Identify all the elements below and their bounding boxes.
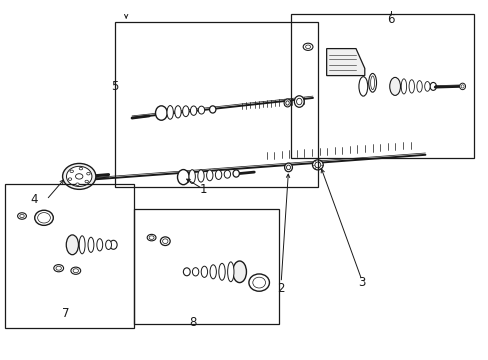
Ellipse shape: [284, 99, 290, 107]
Ellipse shape: [424, 82, 429, 91]
Ellipse shape: [218, 264, 224, 280]
Ellipse shape: [227, 262, 233, 282]
Ellipse shape: [70, 170, 73, 172]
Ellipse shape: [429, 82, 435, 90]
Text: 3: 3: [357, 276, 365, 289]
Ellipse shape: [38, 212, 50, 223]
Ellipse shape: [224, 170, 230, 178]
Ellipse shape: [73, 269, 78, 273]
Ellipse shape: [206, 170, 213, 181]
Ellipse shape: [284, 163, 292, 172]
Ellipse shape: [66, 235, 78, 255]
Ellipse shape: [416, 81, 422, 92]
Text: 4: 4: [30, 193, 38, 206]
Ellipse shape: [188, 170, 195, 183]
Ellipse shape: [62, 163, 96, 189]
Bar: [115, 22, 317, 187]
Text: 5: 5: [111, 80, 119, 93]
Ellipse shape: [155, 106, 167, 120]
Ellipse shape: [408, 80, 414, 93]
Ellipse shape: [460, 85, 463, 88]
Ellipse shape: [149, 236, 154, 239]
Ellipse shape: [79, 236, 85, 254]
Ellipse shape: [389, 77, 400, 95]
Ellipse shape: [198, 106, 204, 114]
Bar: [5, 184, 134, 328]
Ellipse shape: [162, 239, 168, 244]
Ellipse shape: [166, 105, 173, 119]
Ellipse shape: [368, 73, 376, 92]
Ellipse shape: [192, 268, 198, 276]
Ellipse shape: [66, 166, 92, 186]
Ellipse shape: [303, 43, 312, 50]
Ellipse shape: [201, 266, 207, 277]
Ellipse shape: [305, 45, 310, 49]
Ellipse shape: [400, 79, 406, 94]
Bar: [134, 209, 278, 324]
Ellipse shape: [358, 77, 367, 96]
Ellipse shape: [210, 265, 216, 279]
Ellipse shape: [286, 165, 290, 170]
Ellipse shape: [183, 268, 190, 276]
Ellipse shape: [71, 267, 81, 274]
Ellipse shape: [190, 106, 196, 115]
Polygon shape: [326, 49, 364, 76]
Ellipse shape: [85, 180, 88, 183]
Ellipse shape: [197, 170, 204, 182]
Ellipse shape: [86, 172, 90, 175]
Ellipse shape: [54, 265, 63, 272]
Ellipse shape: [285, 101, 288, 105]
Ellipse shape: [35, 210, 53, 225]
Ellipse shape: [248, 274, 269, 291]
Ellipse shape: [88, 237, 94, 252]
Ellipse shape: [232, 170, 239, 177]
Ellipse shape: [296, 98, 302, 105]
Bar: [290, 14, 473, 158]
Ellipse shape: [79, 167, 82, 170]
Ellipse shape: [232, 261, 246, 283]
Ellipse shape: [76, 183, 79, 185]
Ellipse shape: [20, 215, 24, 217]
Ellipse shape: [252, 277, 265, 288]
Ellipse shape: [370, 76, 374, 90]
Text: 7: 7: [62, 307, 70, 320]
Ellipse shape: [18, 213, 26, 219]
Ellipse shape: [312, 160, 323, 170]
Ellipse shape: [97, 239, 102, 251]
Text: 6: 6: [386, 13, 394, 26]
Ellipse shape: [177, 170, 189, 185]
Ellipse shape: [109, 240, 117, 249]
Text: 1: 1: [199, 183, 206, 195]
Text: 2: 2: [277, 282, 285, 294]
Text: 8: 8: [189, 316, 197, 329]
Ellipse shape: [147, 234, 156, 241]
Ellipse shape: [68, 178, 72, 180]
Ellipse shape: [314, 162, 320, 168]
Ellipse shape: [105, 240, 111, 249]
Ellipse shape: [160, 237, 170, 246]
Ellipse shape: [75, 174, 83, 179]
Ellipse shape: [183, 106, 188, 117]
Ellipse shape: [459, 83, 465, 90]
Ellipse shape: [56, 266, 61, 270]
Ellipse shape: [215, 170, 221, 180]
Ellipse shape: [175, 106, 181, 118]
Ellipse shape: [209, 106, 215, 113]
Ellipse shape: [294, 96, 304, 107]
